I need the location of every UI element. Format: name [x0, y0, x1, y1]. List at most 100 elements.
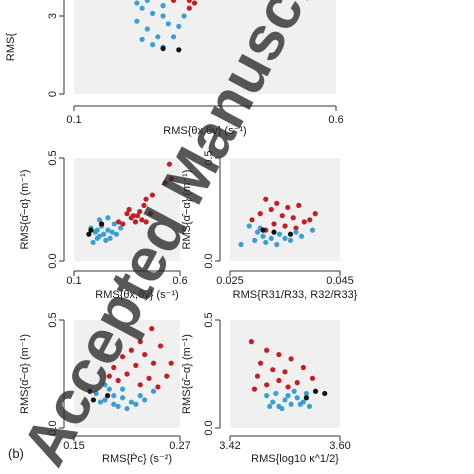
data-point	[257, 360, 264, 366]
data-point	[166, 161, 172, 167]
data-point	[279, 213, 285, 219]
data-point	[282, 223, 288, 229]
y-axis-title: RMS{α̂−α} (m⁻¹)	[181, 170, 193, 250]
data-point	[142, 397, 148, 403]
data-point	[111, 364, 117, 371]
series-red	[248, 339, 316, 392]
chart-panels: 0.1 0.6 0 3 RMS{θx,θy} (s⁻¹) RMS{0.1 0.6 0.0 0.5…	[5, 0, 358, 465]
y-tick-label: 0.0	[47, 253, 59, 268]
data-point	[293, 229, 299, 235]
data-point	[254, 229, 261, 235]
data-point	[115, 219, 122, 225]
data-point	[164, 373, 170, 379]
data-point	[149, 192, 156, 198]
data-point	[298, 233, 305, 239]
data-point	[249, 217, 255, 223]
data-point	[124, 405, 130, 412]
data-point	[102, 397, 108, 403]
scatter-panel-5: 3.42 3.60 0.0 0.5 RMS{log10 κ^1/2} RMS{α̂−α} …	[181, 312, 351, 465]
data-point	[128, 215, 134, 221]
x-axis-title: RMS{Ṗc} (s⁻²)	[102, 452, 172, 465]
data-point	[246, 223, 252, 229]
data-point	[124, 371, 130, 377]
data-point	[293, 225, 299, 231]
series-red	[106, 326, 174, 390]
data-point	[296, 202, 302, 208]
data-point	[120, 221, 126, 227]
data-point	[133, 401, 139, 407]
data-point	[139, 36, 145, 43]
x-axis-title: RMS{θx,θy} (s⁻¹)	[163, 125, 246, 137]
data-point	[137, 393, 143, 399]
data-point	[88, 227, 94, 233]
data-point	[165, 21, 171, 27]
data-point	[135, 213, 141, 219]
y-tick-label: 0.5	[47, 150, 59, 165]
data-point	[274, 241, 280, 248]
data-point	[287, 231, 294, 237]
data-point	[104, 393, 111, 399]
data-point	[90, 239, 96, 246]
data-point	[139, 5, 145, 11]
series-black	[160, 45, 182, 53]
x-axis-title: RMS{θx,θy} (s⁻¹)	[95, 289, 178, 301]
y-tick-label: 0.5	[47, 312, 59, 327]
x-axis-title: RMS{log10 κ^1/2}	[251, 453, 339, 465]
data-point	[271, 221, 277, 227]
data-point	[276, 231, 283, 237]
series-black	[303, 388, 328, 401]
series-blue	[238, 223, 316, 248]
data-point	[260, 233, 266, 239]
data-point	[287, 237, 294, 243]
data-point	[288, 356, 294, 362]
data-point	[111, 221, 117, 227]
data-point	[267, 403, 273, 409]
x-tick-label: 0.6	[328, 114, 343, 126]
data-point	[93, 390, 99, 397]
x-tick-label: 0.1	[66, 114, 81, 126]
data-point	[111, 401, 117, 407]
plot-area	[74, 0, 336, 94]
data-point	[128, 399, 135, 405]
data-point	[288, 401, 294, 407]
data-point	[94, 227, 100, 233]
data-point	[160, 13, 166, 19]
data-point	[294, 380, 300, 386]
data-point	[290, 215, 296, 221]
data-point	[263, 239, 269, 246]
data-point	[251, 386, 258, 392]
data-point	[257, 211, 263, 217]
y-axis-title: RMS{α̂−α} (m⁻¹)	[181, 334, 193, 414]
data-point	[162, 180, 168, 186]
data-point	[98, 221, 105, 227]
data-point	[252, 237, 258, 243]
data-point	[309, 227, 316, 233]
data-point	[291, 388, 297, 394]
series-red	[170, 0, 198, 11]
data-point	[105, 215, 111, 221]
data-point	[134, 18, 140, 24]
y-tick-label: 0	[47, 91, 59, 97]
data-point	[273, 390, 279, 397]
data-point	[276, 351, 282, 358]
data-point	[150, 10, 156, 16]
series-red	[249, 196, 318, 233]
data-point	[282, 369, 288, 375]
data-point	[270, 367, 276, 373]
x-tick-label: 0.025	[216, 275, 244, 287]
data-point	[238, 241, 244, 248]
data-point	[309, 375, 316, 381]
data-point	[132, 219, 139, 225]
data-point	[181, 13, 187, 19]
scatter-panel-3: 0.025 0.045 0.0 0.5 RMS{R31/R33, R32/R33} RMS…	[181, 150, 358, 301]
data-point	[87, 388, 93, 394]
data-point	[300, 364, 306, 371]
data-point	[285, 204, 291, 211]
data-point	[301, 219, 307, 225]
data-point	[186, 0, 192, 3]
data-point	[109, 229, 115, 235]
data-point	[144, 26, 150, 32]
x-tick-label: 0.27	[169, 440, 190, 452]
data-point	[143, 196, 149, 202]
